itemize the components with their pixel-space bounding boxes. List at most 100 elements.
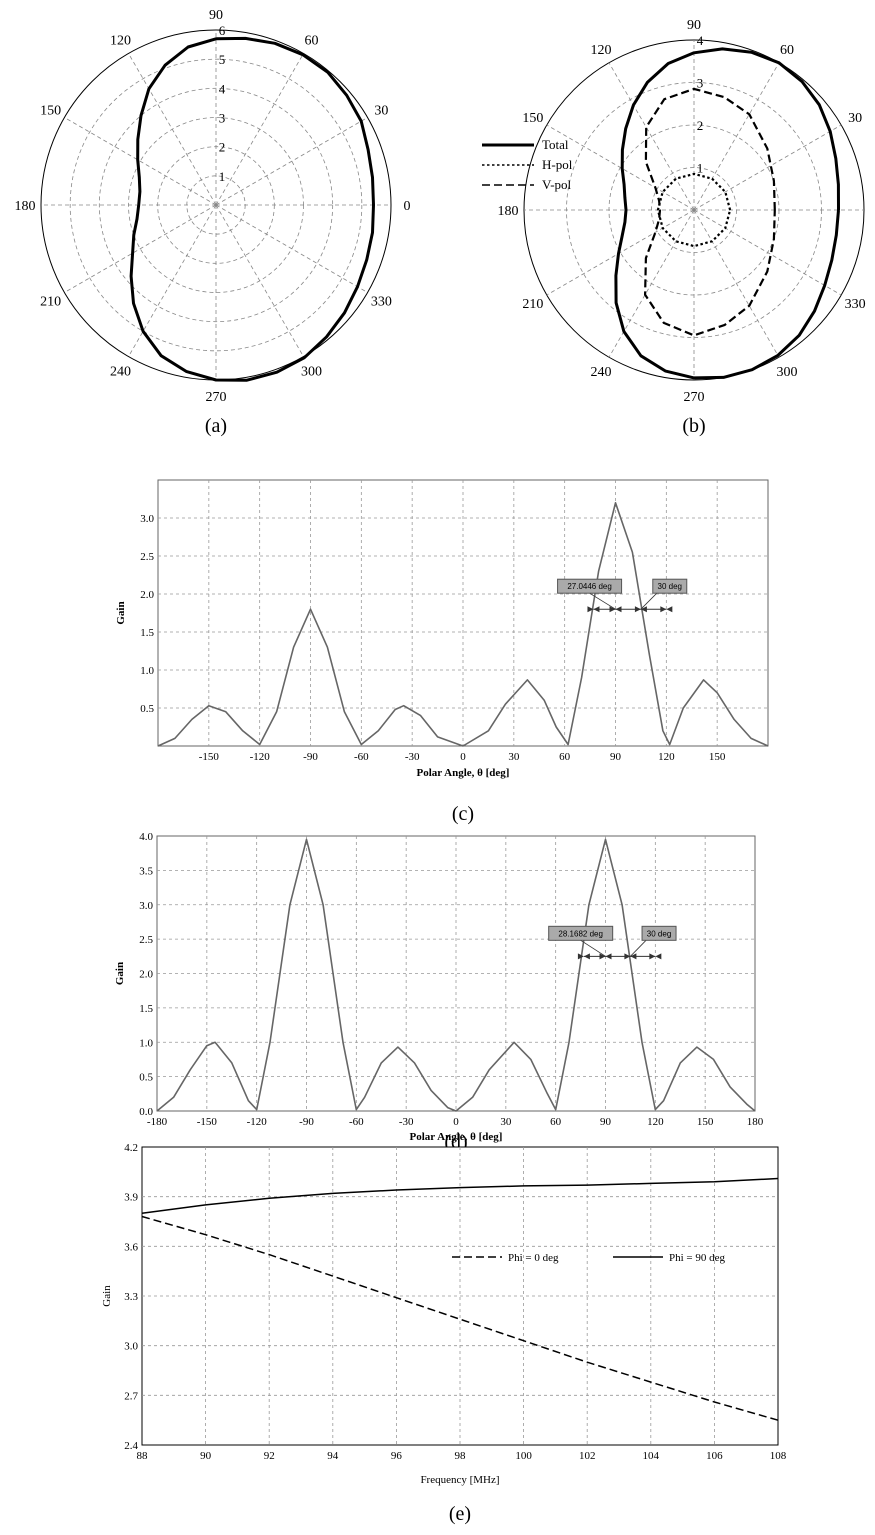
x-axis-label: Polar Angle, θ [deg] — [417, 767, 510, 779]
angular-gridline — [693, 209, 842, 296]
series-line-1 — [141, 1177, 779, 1214]
annotation-leader — [589, 592, 616, 610]
angle-tick-label: 30 — [848, 111, 862, 126]
angle-tick-label: 180 — [498, 204, 519, 219]
beamwidth-arrowhead — [630, 953, 637, 960]
x-tick-label: -30 — [399, 1116, 414, 1128]
angle-tick-label: 60 — [780, 43, 794, 58]
beamwidth-arrowhead — [649, 953, 656, 960]
y-tick-label: 1.5 — [140, 627, 154, 639]
beamwidth-arrowhead — [640, 606, 647, 613]
angular-gridline — [693, 209, 780, 358]
panel-caption: (c) — [452, 803, 474, 825]
angle-tick-label: 0 — [404, 199, 411, 214]
angular-gridline — [693, 62, 780, 211]
x-tick-label: 180 — [747, 1116, 764, 1128]
panel-caption: (e) — [449, 1503, 471, 1525]
x-tick-label: 30 — [508, 751, 520, 763]
angle-tick-label: 330 — [845, 297, 866, 312]
angular-gridline — [546, 124, 695, 211]
x-tick-label: 94 — [327, 1450, 339, 1462]
angular-gridline — [64, 204, 217, 293]
angle-tick-label: 210 — [522, 297, 543, 312]
x-tick-label: 30 — [500, 1116, 512, 1128]
radial-tick-label: 3 — [697, 76, 704, 91]
angle-tick-label: 240 — [110, 364, 131, 379]
polar-series-line-1 — [644, 87, 776, 337]
y-tick-label: 2.7 — [124, 1390, 138, 1402]
x-tick-label: 106 — [706, 1450, 723, 1462]
radial-tick-label: 4 — [219, 81, 226, 96]
angle-tick-label: 60 — [305, 34, 319, 49]
x-tick-label: 0 — [453, 1116, 459, 1128]
angular-gridline — [128, 204, 217, 357]
beamwidth-arrowhead — [587, 606, 594, 613]
y-tick-label: 2.5 — [139, 934, 153, 946]
polar-chart-a: 0 30 60 90 120 150 180 210 240 270 300 330 1 2 3 4 5 6 (a) — [15, 8, 411, 437]
x-tick-label: -90 — [303, 751, 318, 763]
angle-tick-label: 300 — [777, 365, 798, 380]
beamwidth-arrowhead — [634, 606, 641, 613]
radial-tick-label: 1 — [697, 161, 704, 176]
annotation-leader — [630, 940, 647, 957]
x-tick-label: 92 — [264, 1450, 275, 1462]
radial-tick-label: 4 — [697, 33, 704, 48]
beamwidth-arrowhead — [599, 953, 606, 960]
beamwidth-arrowhead — [660, 606, 667, 613]
y-tick-label: 2.0 — [140, 589, 154, 601]
polar-series-line-2 — [656, 172, 732, 248]
angle-tick-label: 120 — [110, 34, 131, 49]
panel-caption: (b) — [682, 415, 705, 437]
angular-gridline — [215, 117, 368, 206]
annotation-box — [652, 578, 688, 594]
beamwidth-arrowhead — [615, 606, 622, 613]
y-axis-label: Gain — [114, 962, 126, 985]
beamwidth-arrowhead — [577, 953, 584, 960]
x-tick-label: 100 — [515, 1450, 532, 1462]
x-tick-label: 90 — [200, 1450, 212, 1462]
y-tick-label: 3.3 — [124, 1291, 138, 1303]
angle-tick-label: 270 — [684, 390, 705, 405]
y-tick-label: 2.0 — [139, 969, 153, 981]
angular-gridline — [693, 124, 842, 211]
x-tick-label: -90 — [299, 1116, 314, 1128]
x-tick-label: 102 — [579, 1450, 596, 1462]
y-tick-label: 3.9 — [124, 1192, 138, 1204]
y-tick-label: 2.4 — [124, 1440, 138, 1452]
annotation-label: 27.0446 deg — [567, 582, 612, 591]
panel-caption: (a) — [205, 415, 227, 437]
angular-gridline — [608, 62, 695, 211]
y-tick-label: 4.0 — [139, 831, 153, 843]
angle-tick-label: 270 — [206, 390, 227, 405]
series-line-0 — [141, 1215, 779, 1421]
series-line-0 — [157, 501, 769, 747]
y-tick-label: 1.0 — [140, 665, 154, 677]
x-tick-label: -180 — [147, 1116, 168, 1128]
y-tick-label: 3.0 — [124, 1341, 138, 1353]
radial-gridline — [69, 58, 363, 352]
x-tick-label: 60 — [559, 751, 571, 763]
angle-tick-label: 120 — [591, 43, 612, 58]
polar-series-line-0 — [129, 36, 375, 382]
y-tick-label: 3.6 — [124, 1241, 138, 1253]
angular-gridline — [64, 117, 217, 206]
x-tick-label: 60 — [550, 1116, 562, 1128]
angle-tick-label: 240 — [591, 365, 612, 380]
y-tick-label: 0.5 — [139, 1072, 153, 1084]
radial-tick-label: 5 — [219, 52, 226, 67]
beamwidth-arrowhead — [666, 606, 673, 613]
x-tick-label: 96 — [391, 1450, 403, 1462]
x-tick-label: -60 — [349, 1116, 364, 1128]
annotation-leader — [640, 592, 658, 610]
x-tick-label: -120 — [250, 751, 271, 763]
y-tick-label: 3.5 — [139, 865, 153, 877]
x-tick-label: 150 — [697, 1116, 714, 1128]
angular-gridline — [215, 53, 304, 206]
gain-chart-d: -180 -150 -120 -90 -60 -30 0 30 60 90 120 150 180 0.0… — [114, 831, 764, 1153]
beamwidth-arrowhead — [593, 606, 600, 613]
series-line-0 — [156, 838, 756, 1112]
annotation-label: 28.1682 deg — [558, 929, 603, 938]
y-axis-label: Gain — [115, 601, 127, 624]
y-tick-label: 1.0 — [139, 1037, 153, 1049]
annotation-box — [641, 925, 677, 941]
